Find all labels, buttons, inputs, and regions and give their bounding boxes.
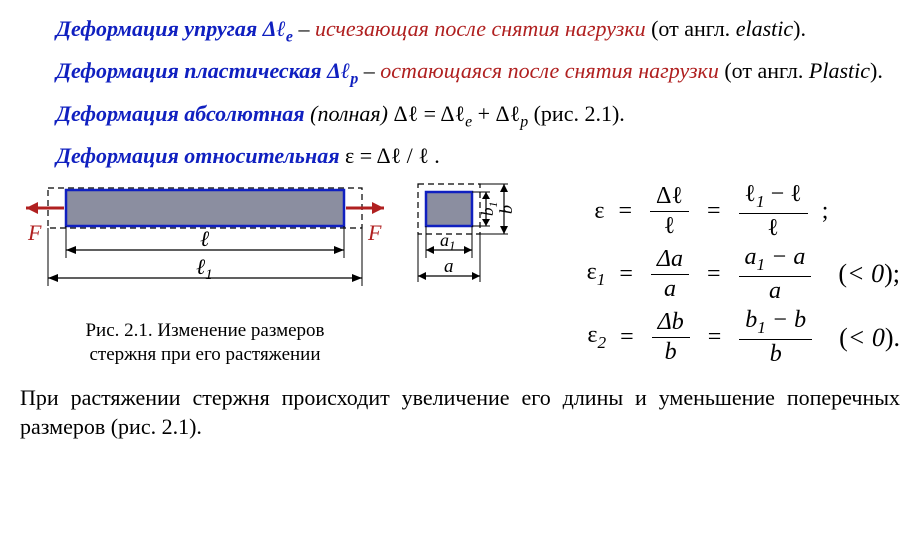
- eq-abs-tail: (рис. 2.1).: [528, 101, 625, 126]
- eps2-sym: ε: [587, 322, 597, 348]
- eps2-sub: 2: [597, 333, 606, 352]
- defn-elastic: исчезающая после снятия нагрузки: [315, 16, 646, 41]
- term-absolute: Деформация абсолютная: [56, 101, 305, 126]
- den-l-2: ℓ: [761, 214, 785, 241]
- tail-plastic-it: Plastic: [809, 58, 870, 83]
- eq-abs-mid: + Δℓ: [472, 101, 520, 126]
- tail-elastic-2: ).: [793, 16, 806, 41]
- para-absolute: Деформация абсолютная (полная) Δℓ = Δℓe …: [20, 99, 900, 133]
- term-relative: Деформация относительная: [56, 143, 345, 168]
- eq-rel: ε = Δℓ / ℓ .: [345, 143, 440, 168]
- bnn: b: [794, 307, 806, 333]
- b1s: 1: [757, 318, 766, 337]
- ann: a: [793, 244, 805, 270]
- num-da: Δa: [651, 247, 689, 275]
- paren-full: (полная): [305, 101, 394, 126]
- term-elastic-text: Деформация упругая: [56, 16, 263, 41]
- para-elastic: Деформация упругая Δℓe – исчезающая посл…: [20, 14, 900, 48]
- para-plastic: Деформация пластическая Δℓp – остающаяся…: [20, 56, 900, 90]
- den-b-2: b: [764, 340, 788, 367]
- lt0-2: (< 0).: [826, 321, 900, 355]
- force-label-left: F: [27, 220, 42, 245]
- den-l: ℓ: [658, 212, 682, 239]
- dash-2: –: [364, 58, 381, 83]
- l1n: ℓ: [745, 181, 757, 207]
- para-summary: При растяжении стержня происходит увелич…: [20, 383, 900, 441]
- para-relative: Деформация относительная ε = Δℓ / ℓ .: [20, 141, 900, 170]
- dim-ell1: ℓ1: [196, 254, 213, 283]
- figure-caption: Рис. 2.1. Изменение размеров стержня при…: [85, 319, 324, 367]
- defn-plastic: остающаяся после снятия нагрузки: [380, 58, 719, 83]
- eps1-sub: 1: [597, 270, 606, 289]
- lt0-1: (< 0);: [825, 257, 900, 291]
- cross-section-diagram: b b1 a1 a: [408, 178, 538, 313]
- caption-line2: стержня при его растяжении: [89, 344, 320, 365]
- eq-eps: ε = Δℓ ℓ = ℓ1 − ℓ ℓ ; (< 0);: [556, 182, 900, 241]
- eps1-sym: ε: [587, 259, 597, 285]
- num-db: Δb: [652, 310, 690, 338]
- tail-elastic-it: elastic: [736, 16, 793, 41]
- a1s: 1: [757, 255, 766, 274]
- equations: ε = Δℓ ℓ = ℓ1 − ℓ ℓ ; (< 0); ε1 = Δa a =…: [556, 178, 900, 371]
- tail-plastic-2: ).: [870, 58, 883, 83]
- eps-sym: ε: [594, 196, 604, 228]
- term-elastic: Деформация упругая Δℓe: [56, 16, 298, 41]
- frac-da-a: Δa a: [651, 247, 689, 302]
- dim-a: a: [444, 256, 454, 277]
- l1s: 1: [756, 192, 765, 211]
- frac-l1-l: ℓ1 − ℓ ℓ: [739, 182, 808, 241]
- den-b: b: [659, 338, 683, 365]
- dim-a1: a1: [440, 230, 456, 253]
- frac-b1-b: b1 − b b: [739, 308, 812, 367]
- num-dl: Δℓ: [650, 184, 689, 212]
- eq-abs-1: Δℓ = Δℓ: [393, 101, 465, 126]
- den-a-2: a: [763, 277, 787, 304]
- eq-abs-sub2: p: [520, 113, 528, 130]
- tail-elastic-1: (от англ.: [646, 16, 736, 41]
- frac-dl-l: Δℓ ℓ: [650, 184, 689, 239]
- term-plastic-text: Деформация пластическая: [56, 58, 327, 83]
- term-plastic: Деформация пластическая Δℓp: [56, 58, 364, 83]
- eq-eps2: ε2 = Δb b = b1 − b b (< 0).: [556, 308, 900, 367]
- eq-eps1: ε1 = Δa a = a1 − a a (< 0);: [556, 245, 900, 304]
- sym-dle: Δℓ: [263, 16, 286, 41]
- sub-p: p: [350, 71, 358, 88]
- tail-plastic-1: (от англ.: [719, 58, 809, 83]
- b1n: b: [745, 307, 757, 333]
- rod-diagram: F F ℓ ℓ1: [20, 178, 390, 313]
- figure-row: F F ℓ ℓ1 Рис. 2.1. Изменение размеров ст…: [20, 178, 900, 371]
- caption-line1: Рис. 2.1. Изменение размеров: [85, 320, 324, 341]
- force-label-right: F: [367, 220, 382, 245]
- a1n: a: [745, 244, 757, 270]
- dim-ell: ℓ: [200, 226, 210, 251]
- semi-1: ;: [822, 196, 829, 228]
- figure-left: F F ℓ ℓ1 Рис. 2.1. Изменение размеров ст…: [20, 178, 390, 367]
- frac-a1-a: a1 − a a: [739, 245, 812, 304]
- den-a: a: [658, 275, 682, 302]
- dash: –: [298, 16, 315, 41]
- dim-b1: b1: [478, 201, 500, 216]
- frac-db-b: Δb b: [652, 310, 690, 365]
- sym-dlp: Δℓ: [327, 58, 350, 83]
- figure-cross-section: b b1 a1 a: [408, 178, 538, 313]
- lnn: ℓ: [790, 181, 802, 207]
- sub-e: e: [286, 28, 293, 45]
